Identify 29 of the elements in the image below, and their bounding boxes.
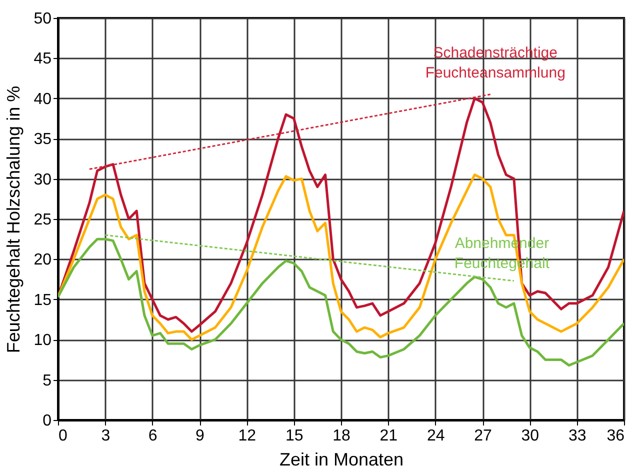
y-tick-label: 0 [42,412,52,430]
y-tick-label: 10 [34,332,52,350]
x-axis-title: Zeit in Monaten [279,450,404,470]
y-tick-label: 40 [34,90,52,108]
x-tick-label: 18 [332,428,350,444]
y-tick-label: 5 [42,372,52,390]
x-tick-label: 12 [238,428,256,444]
x-tick-label: 6 [148,428,158,444]
y-tick-label: 30 [34,171,52,188]
x-tick-label: 21 [380,428,398,444]
x-tick-label: 15 [285,428,304,444]
y-tick-label: 50 [34,10,52,28]
x-tick-label: 3 [101,428,110,444]
y-axis-title: Feuchtegehalt Holzschalung in % [4,86,24,354]
y-tick-label: 45 [34,50,52,68]
y-tick-label: 20 [34,252,52,269]
x-tick-label: 33 [568,428,586,444]
x-tick-label: 24 [426,428,445,444]
x-tick-label: 9 [196,428,205,444]
x-tick-label: 0 [58,428,68,444]
line-series [58,238,624,367]
x-tick-label: 27 [474,428,492,444]
x-tick-label: 30 [521,428,540,444]
x-tick-label: 36 [606,428,625,444]
y-tick-label: 25 [34,212,52,228]
y-tick-label: 35 [34,131,52,148]
y-tick-label: 15 [34,292,52,309]
line-series [58,174,624,341]
line-series [58,97,624,333]
